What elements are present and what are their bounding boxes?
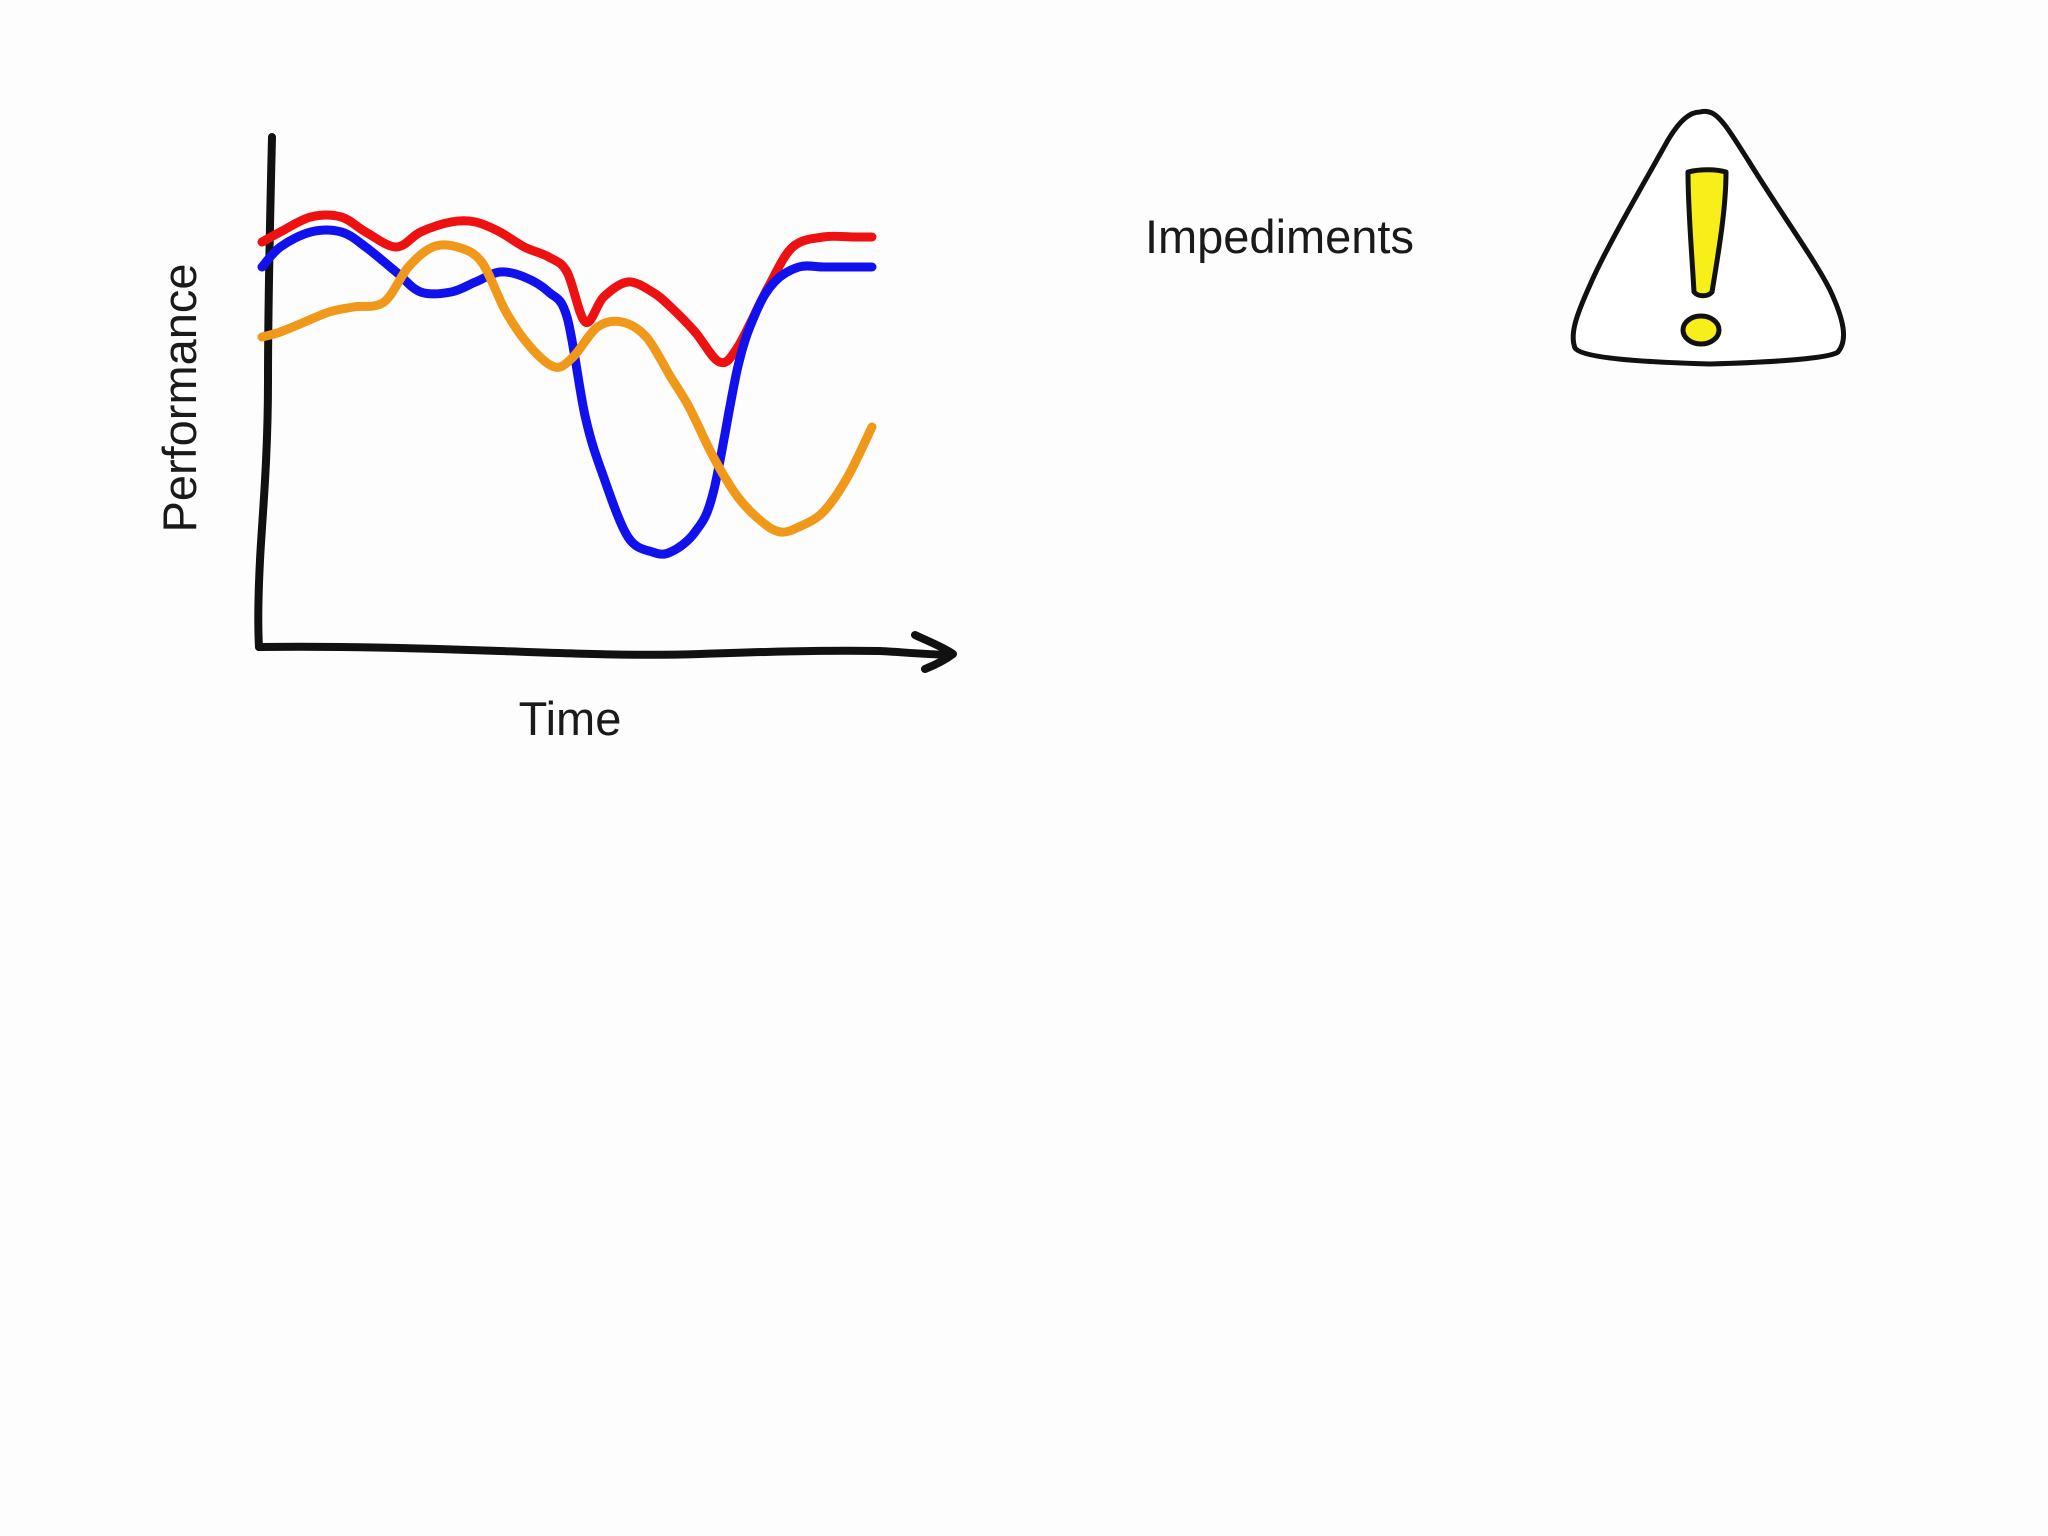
y-axis [254, 133, 276, 651]
x-axis-arrowhead [911, 631, 957, 673]
x-axis-label: Time [519, 692, 622, 745]
chart-axes [254, 133, 957, 673]
series-line-blue [257, 225, 877, 559]
series-line-orange [257, 240, 877, 537]
x-axis [255, 642, 954, 659]
chart-series [257, 210, 877, 559]
impediments-label: Impediments [1145, 210, 1414, 263]
exclamation-bar [1685, 167, 1729, 299]
exclamation-dot [1680, 313, 1722, 347]
warning-triangle-icon [1570, 108, 1846, 367]
y-axis-label: Performance [153, 263, 206, 532]
